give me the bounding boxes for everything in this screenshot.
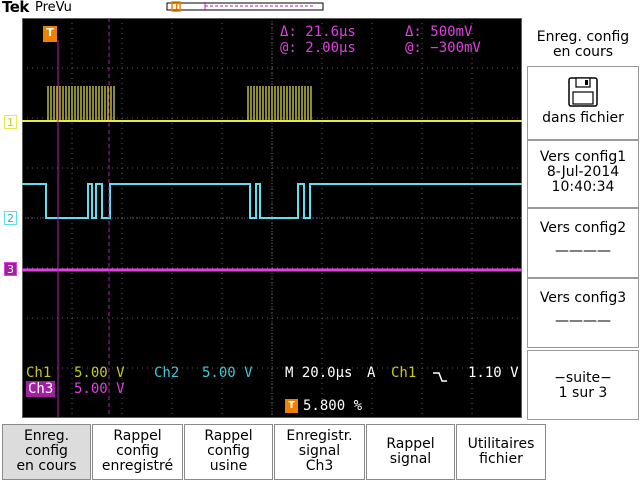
ch3-scale-label: Ch3: [26, 381, 56, 397]
horizontal-scale: M 20.0µs: [285, 365, 353, 381]
config1-label: Vers config1: [539, 149, 627, 165]
record-trigger-icon: T: [174, 2, 180, 11]
config1-date: 8-Jul-2014: [546, 164, 620, 180]
save-to-file-button[interactable]: dans fichier: [527, 66, 639, 140]
graticule: [22, 18, 522, 418]
ch1-burst: [47, 86, 115, 121]
config3-label: Vers config3: [539, 290, 627, 306]
save-to-file-label: dans fichier: [542, 110, 624, 126]
more-label: −suite−: [554, 370, 612, 386]
cursor-at-time: @: 2.00µs: [280, 40, 356, 56]
more-page: 1 sur 3: [558, 385, 608, 401]
grid-border: [22, 18, 522, 418]
bottom-menu-button-3[interactable]: Rappel config usine: [184, 424, 273, 480]
cursor-delta-time: Δ: 21.6µs: [280, 24, 356, 40]
ch1-burst: [247, 86, 312, 121]
brand-logo: Tek: [2, 0, 29, 16]
trigger-mode: A: [367, 365, 376, 381]
trigger-level: 1.10 V: [468, 365, 519, 381]
falling-edge-icon: [432, 368, 448, 387]
bottom-menu-button-4[interactable]: Enregistr. signal Ch3: [274, 424, 365, 480]
ch1-marker[interactable]: 1: [4, 115, 17, 129]
side-menu-title: Enreg. config en cours: [527, 18, 639, 66]
ch2-marker[interactable]: 2: [4, 211, 17, 225]
bottom-menu-button-2[interactable]: Rappel config enregistré: [92, 424, 183, 480]
floppy-disk-icon: [528, 75, 638, 109]
ch3-scale-value: 5.00 V: [74, 381, 125, 397]
cursor-delta-volt: Δ: 500mV: [405, 24, 473, 40]
ch2-scale-value: 5.00 V: [202, 365, 253, 381]
trigger-position: 5.800 %: [303, 398, 363, 414]
acquisition-mode: PreVu: [35, 0, 72, 15]
trigger-source: Ch1: [391, 365, 417, 381]
bottom-menu-button-1[interactable]: Enreg. config en cours: [2, 424, 91, 480]
ch2-trace: [22, 183, 522, 219]
config2-value: ————: [555, 243, 611, 259]
cursor-at-volt: @: −300mV: [405, 40, 481, 56]
config1-time: 10:40:34: [551, 179, 615, 195]
config3-value: ————: [555, 313, 611, 329]
config2-label: Vers config2: [539, 220, 627, 236]
save-config2-button[interactable]: Vers config2 ————: [527, 208, 639, 278]
ch1-scale-label: Ch1: [26, 365, 52, 381]
ch3-marker[interactable]: 3: [4, 262, 17, 276]
save-config3-button[interactable]: Vers config3 ————: [527, 278, 639, 348]
trigger-position-marker[interactable]: T: [43, 26, 57, 42]
trigger-position-icon: T: [285, 399, 298, 413]
save-config1-button[interactable]: Vers config1 8-Jul-2014 10:40:34: [527, 140, 639, 208]
bottom-menu-button-6[interactable]: Utilitaires fichier: [456, 424, 546, 480]
more-pages-button[interactable]: −suite− 1 sur 3: [527, 350, 639, 420]
ch2-scale-label: Ch2: [154, 365, 180, 381]
waveform-display: Δ: 21.6µs @: 2.00µs Δ: 500mV @: −300mV T…: [22, 18, 522, 418]
record-position-indicator: T: [165, 1, 325, 12]
bottom-menu-button-5[interactable]: Rappel signal: [366, 424, 455, 480]
top-bar: Tek PreVu T: [0, 0, 640, 18]
ch1-scale-value: 5.00 V: [74, 365, 125, 381]
